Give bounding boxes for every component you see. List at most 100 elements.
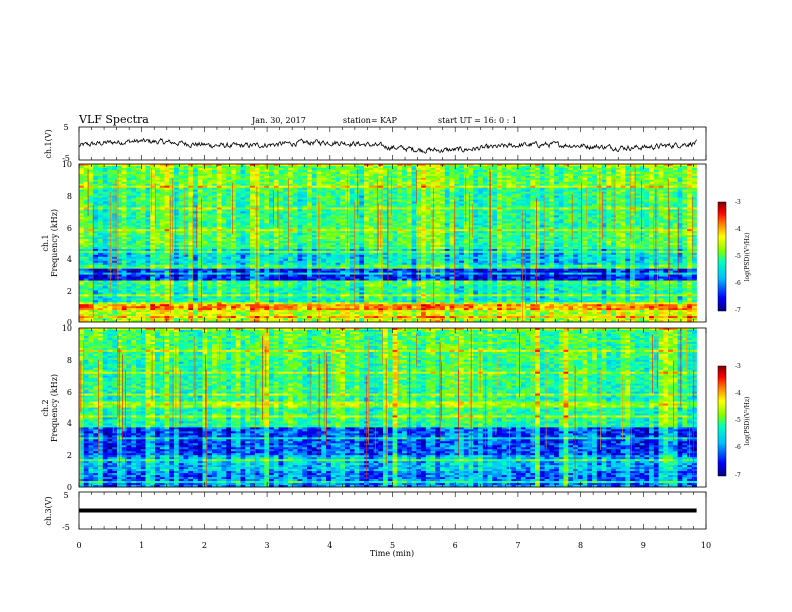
spectrogram-cell <box>355 194 360 196</box>
spectrogram-cell <box>355 172 360 174</box>
spectrogram-cell <box>146 198 151 200</box>
spectrogram-cell <box>331 178 336 180</box>
spectrogram-cell <box>573 194 578 196</box>
spectrogram-cell <box>93 182 98 184</box>
spectrogram-cell <box>682 196 687 198</box>
spectrogram-cell <box>412 172 417 174</box>
spectrogram-cell <box>260 190 265 192</box>
spectrogram-cell <box>407 174 412 176</box>
spectrogram-cell <box>502 182 507 184</box>
spectrogram-cell <box>136 166 141 168</box>
spectrogram-cell <box>150 174 155 176</box>
spectrogram-cell <box>497 166 502 168</box>
spectrogram-cell <box>502 180 507 182</box>
spectrogram-cell <box>93 198 98 200</box>
spectrogram-cell <box>421 205 426 207</box>
spectrogram-cell <box>625 188 630 190</box>
spectrogram-cell <box>478 166 483 168</box>
spectrogram-cell <box>131 168 136 170</box>
spectrogram-cell <box>421 188 426 190</box>
spectrogram-cell <box>350 200 355 202</box>
spectrogram-cell <box>416 172 421 174</box>
spectrogram-cell <box>131 166 136 168</box>
spectrogram-cell <box>578 180 583 182</box>
spectrogram-cell <box>587 174 592 176</box>
spectrogram-cell <box>383 186 388 188</box>
spectrogram-cell <box>131 198 136 200</box>
spectrogram-cell <box>212 186 217 188</box>
spectrogram-cell <box>606 180 611 182</box>
spectrogram-cell <box>255 190 260 192</box>
spectrogram-cell <box>250 168 255 170</box>
spectrogram-cell <box>274 168 279 170</box>
spectrogram-cell <box>659 200 664 202</box>
spectrogram-cell <box>131 204 136 206</box>
spectrogram-cell <box>226 168 231 170</box>
spectrogram-cell <box>236 166 241 168</box>
spectrogram-cell <box>350 190 355 192</box>
spectrogram-cell <box>483 180 488 182</box>
spectrogram-cell <box>307 172 312 174</box>
spectrogram-cell <box>393 190 398 192</box>
spectrogram-cell <box>587 168 592 170</box>
spectrogram-cell <box>231 186 236 188</box>
spectrogram-cell <box>122 196 127 198</box>
spectrogram-cell <box>255 178 260 180</box>
spectrogram-cell <box>431 190 436 192</box>
spectrogram-cell <box>397 176 402 178</box>
spectrogram-cell <box>179 194 184 196</box>
spectrogram-cell <box>450 205 455 207</box>
spectrogram-cell <box>483 176 488 178</box>
spectrogram-cell <box>459 186 464 188</box>
spectrogram-cell <box>312 198 317 200</box>
spectrogram-cell <box>654 184 659 186</box>
spectrogram-cell <box>421 204 426 206</box>
spectrogram-cell <box>378 207 383 209</box>
spectrogram-cell <box>359 178 364 180</box>
spectrogram-cell <box>597 190 602 192</box>
spectrogram-cell <box>611 200 616 202</box>
spectrogram-cell <box>336 198 341 200</box>
spectrogram-cell <box>93 172 98 174</box>
spectrogram-cell <box>502 207 507 209</box>
spectrogram-cell <box>668 198 673 200</box>
spectrogram-cell <box>203 172 208 174</box>
spectrogram-cell <box>611 190 616 192</box>
spectrogram-cell <box>511 168 516 170</box>
spectrogram-cell <box>473 196 478 198</box>
spectrogram-cell <box>236 194 241 196</box>
spectrogram-cell <box>663 184 668 186</box>
spectrogram-cell <box>412 192 417 194</box>
spectrogram-cell <box>378 200 383 202</box>
spectrogram-cell <box>587 205 592 207</box>
spectrogram-cell <box>312 180 317 182</box>
spectrogram-cell <box>464 180 469 182</box>
spectrogram-cell <box>668 188 673 190</box>
spectrogram-cell <box>165 170 170 172</box>
spectrogram-cell <box>198 180 203 182</box>
spectrogram-cell <box>431 176 436 178</box>
spectrogram-cell <box>326 196 331 198</box>
spectrogram-cell <box>573 202 578 204</box>
spectrogram-cell <box>616 170 621 172</box>
spectrogram-cell <box>283 182 288 184</box>
spectrogram-cell <box>654 204 659 206</box>
spectrogram-cell <box>255 170 260 172</box>
spectrogram-cell <box>535 170 540 172</box>
spectrogram-cell <box>122 168 127 170</box>
spectrogram-cell <box>160 166 165 168</box>
spectrogram-cell <box>663 172 668 174</box>
spectrogram-cell <box>492 192 497 194</box>
spectrogram-cell <box>540 180 545 182</box>
spectrogram-cell <box>136 209 141 211</box>
spectrogram-cell <box>473 200 478 202</box>
spectrogram-cell <box>402 180 407 182</box>
spectrogram-cell <box>369 166 374 168</box>
spectrogram-cell <box>250 194 255 196</box>
spectrogram-cell <box>359 184 364 186</box>
spectrogram-cell <box>350 186 355 188</box>
spectrogram-cell <box>383 168 388 170</box>
spectrogram-cell <box>535 202 540 204</box>
spectrogram-cell <box>250 184 255 186</box>
spectrogram-cell <box>535 192 540 194</box>
